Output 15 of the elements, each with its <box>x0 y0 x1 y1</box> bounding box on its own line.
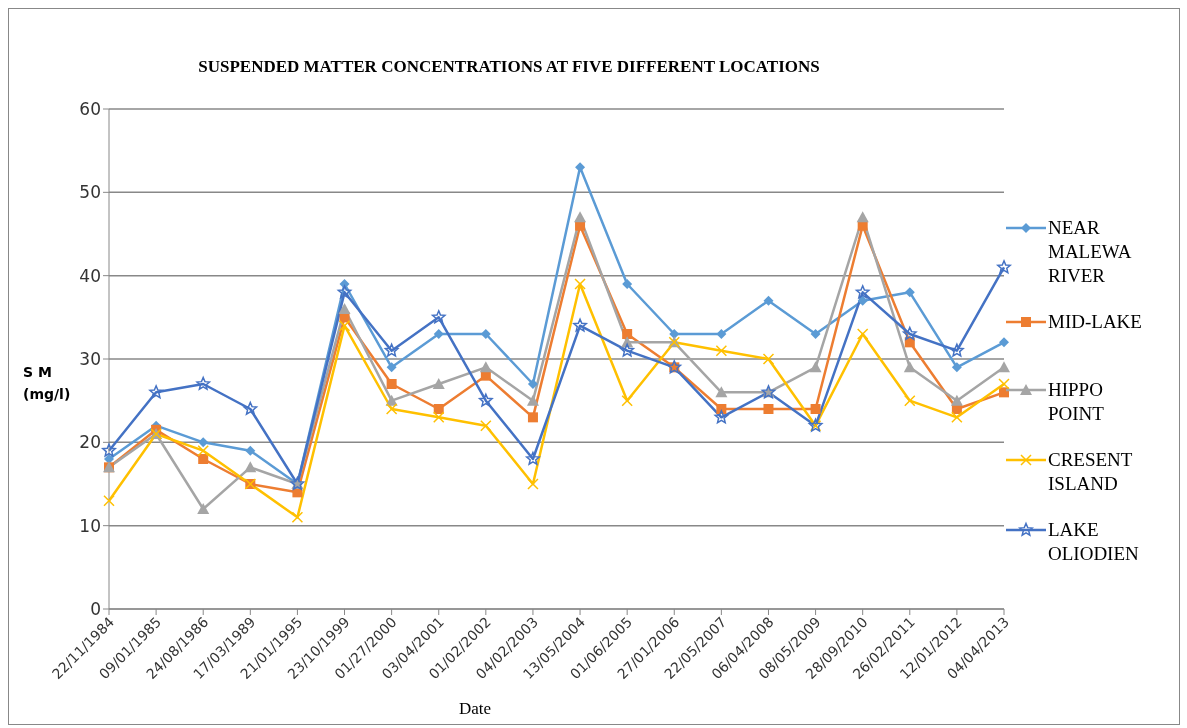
y-tick-label: 60 <box>79 99 101 120</box>
chart-title: SUSPENDED MATTER CONCENTRATIONS AT FIVE DIFFERENT LOCATIONS <box>197 57 821 77</box>
y-tick-label: 0 <box>90 599 101 620</box>
legend-label: MID-LAKE <box>1048 310 1143 334</box>
x-axis-title: Date <box>459 699 492 719</box>
y-tick-label: 40 <box>79 265 101 286</box>
legend-label: HIPPO POINT <box>1048 378 1105 426</box>
y-tick-label: 30 <box>79 349 101 370</box>
y-axis-title: S M (mg/l) <box>23 364 71 402</box>
y-tick-label: 50 <box>79 182 101 203</box>
legend-label: LAKE OLIODIEN <box>1048 518 1140 566</box>
y-tick-label: 10 <box>79 515 101 536</box>
legend-label: NEAR MALEWA RIVER <box>1048 216 1132 288</box>
y-tick-label: 20 <box>79 432 101 453</box>
legend-label: CRESENT ISLAND <box>1048 448 1134 496</box>
